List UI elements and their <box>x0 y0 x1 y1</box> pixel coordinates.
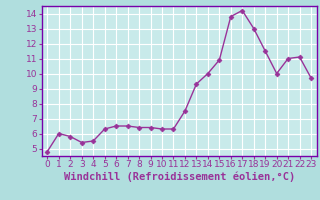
X-axis label: Windchill (Refroidissement éolien,°C): Windchill (Refroidissement éolien,°C) <box>64 172 295 182</box>
